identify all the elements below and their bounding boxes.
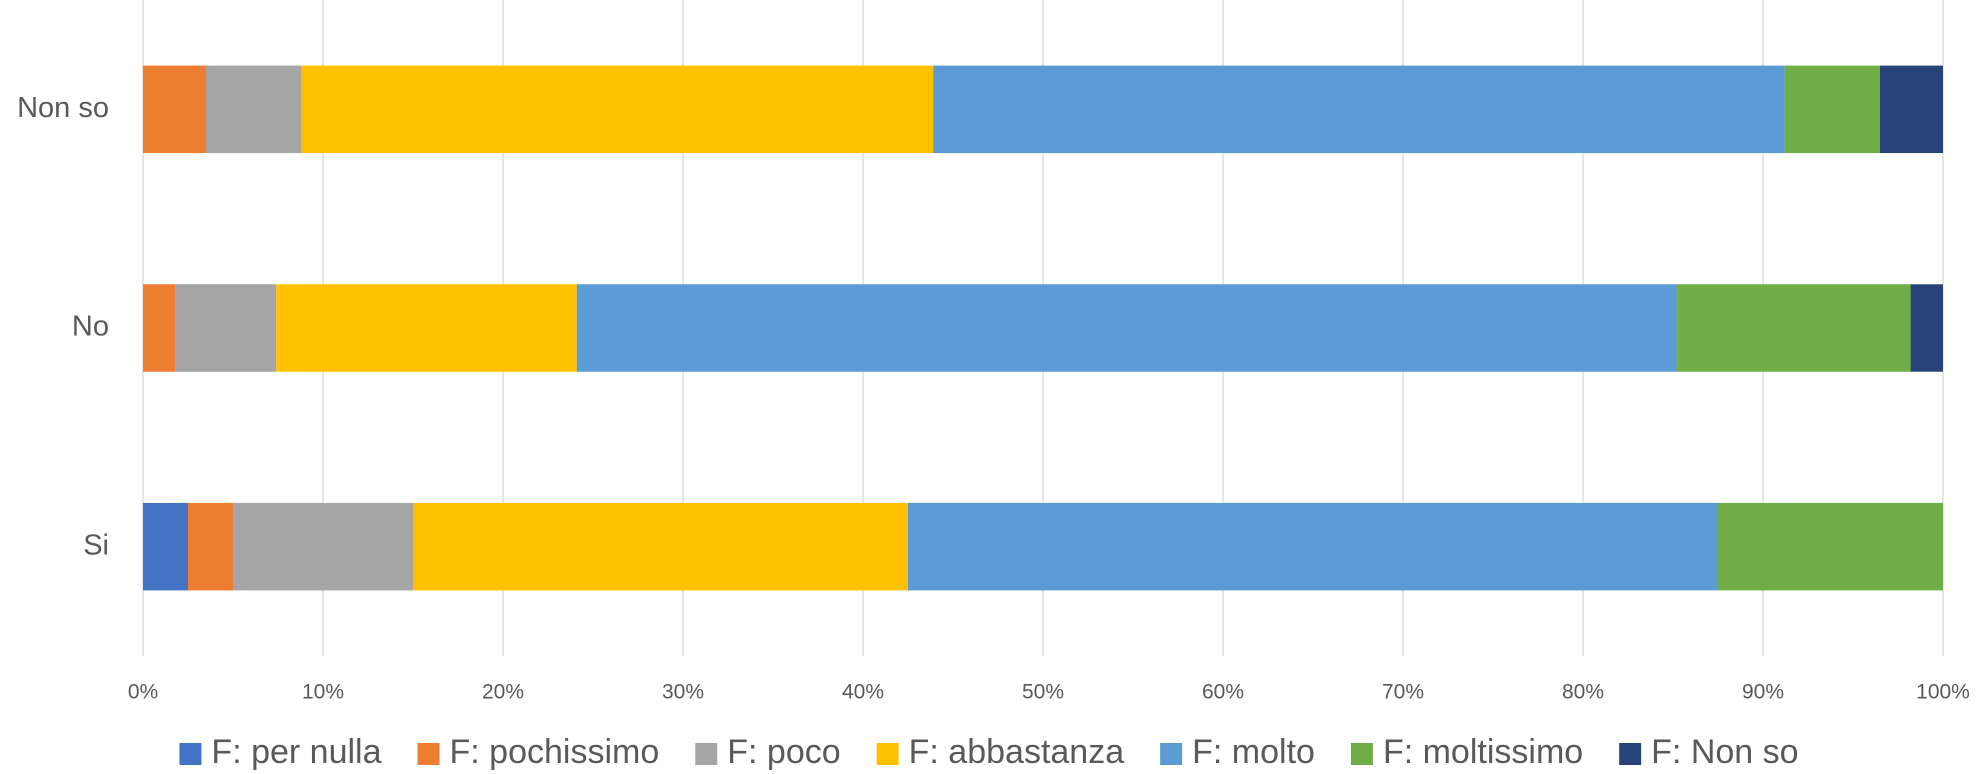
bar-segment bbox=[576, 284, 1677, 372]
bar-segment bbox=[276, 284, 577, 372]
legend-label: F: poco bbox=[727, 733, 840, 771]
x-tick-label: 30% bbox=[662, 681, 704, 704]
legend-label: F: Non so bbox=[1651, 733, 1798, 771]
bar-segment bbox=[206, 65, 302, 154]
x-tick-label: 40% bbox=[842, 681, 884, 704]
legend-swatch bbox=[417, 743, 440, 765]
legend-swatch bbox=[1160, 743, 1183, 765]
legend-label: F: per nulla bbox=[211, 733, 381, 771]
bar-segment bbox=[143, 502, 188, 591]
y-tick-label: No bbox=[72, 311, 109, 343]
x-tick-label: 70% bbox=[1382, 681, 1424, 704]
bar-segment bbox=[301, 65, 934, 154]
legend-label: F: abbastanza bbox=[909, 733, 1125, 771]
bar-segment bbox=[908, 502, 1718, 591]
legend-label: F: moltissimo bbox=[1383, 733, 1583, 771]
bar-segment bbox=[143, 284, 176, 372]
x-tick-label: 60% bbox=[1202, 681, 1244, 704]
legend-swatch bbox=[876, 743, 899, 765]
x-tick-label: 80% bbox=[1562, 681, 1604, 704]
bar-segment bbox=[175, 284, 277, 372]
y-tick-label: Si bbox=[83, 529, 109, 561]
x-tick-label: 0% bbox=[128, 681, 158, 704]
legend-label: F: pochissimo bbox=[450, 733, 660, 771]
legend-swatch bbox=[695, 743, 718, 765]
bar-segment bbox=[1718, 502, 1943, 591]
bar-segment bbox=[1910, 284, 1943, 372]
bar-segment bbox=[233, 502, 413, 591]
bar-segment bbox=[1676, 284, 1911, 372]
x-tick-label: 20% bbox=[482, 681, 524, 704]
x-tick-label: 10% bbox=[302, 681, 344, 704]
legend-swatch bbox=[1619, 743, 1642, 765]
legend-swatch bbox=[1350, 743, 1373, 765]
bar-segment bbox=[1784, 65, 1880, 154]
bar-segment bbox=[413, 502, 908, 591]
bar-segment bbox=[933, 65, 1785, 154]
x-tick-label: 100% bbox=[1916, 681, 1970, 704]
y-tick-label: Non so bbox=[17, 92, 109, 124]
bar-segment bbox=[143, 65, 206, 154]
bar-segment bbox=[188, 502, 233, 591]
legend-swatch bbox=[179, 743, 202, 765]
x-tick-label: 50% bbox=[1022, 681, 1064, 704]
bar-segment bbox=[1880, 65, 1943, 154]
x-tick-label: 90% bbox=[1742, 681, 1784, 704]
legend-label: F: molto bbox=[1192, 733, 1315, 771]
